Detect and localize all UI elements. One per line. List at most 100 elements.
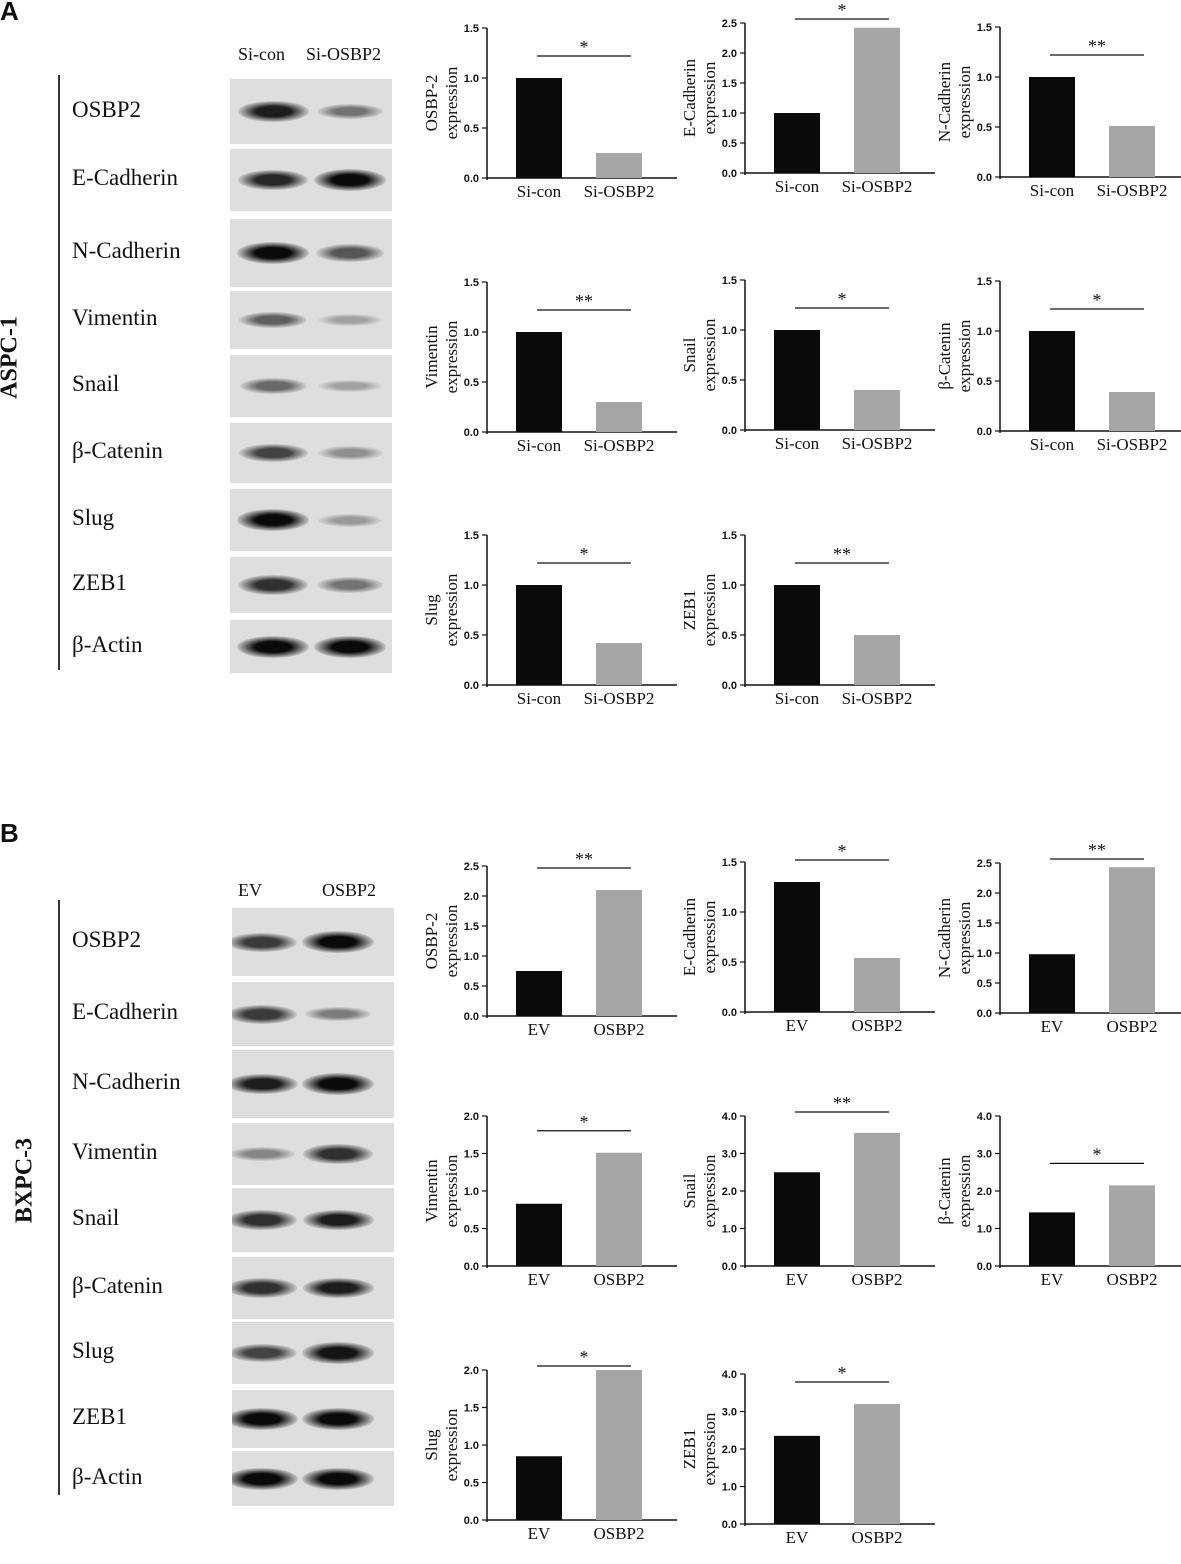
- x-category-label: OSBP2: [851, 1528, 902, 1547]
- y-tick-label: 0.5: [464, 981, 479, 993]
- y-tick-label: 2.0: [977, 888, 992, 900]
- significance-marker: *: [838, 0, 847, 20]
- bar-control: [774, 330, 820, 430]
- blot-band: [316, 103, 384, 120]
- bar-chart: 0.0 1.0 2.0 3.0 4.0 EV OSBP2 ** Snail expression: [680, 1093, 935, 1289]
- y-axis-label: Vimentin: [422, 1159, 441, 1223]
- y-tick-label: 1.5: [977, 22, 992, 34]
- y-tick-label: 1.0: [977, 1224, 992, 1236]
- bar-treatment: [854, 635, 900, 685]
- y-tick-label: 0.0: [722, 425, 737, 437]
- blot-band: [239, 378, 307, 394]
- blot-band: [316, 577, 384, 593]
- y-axis-label: expression: [700, 573, 719, 646]
- y-tick-label: 1.5: [464, 921, 479, 933]
- blot-row-label: N-Cadherin: [72, 238, 181, 263]
- blot-band: [302, 1277, 374, 1299]
- y-tick-label: 2.0: [722, 1186, 737, 1198]
- y-tick-label: 0.5: [464, 377, 479, 389]
- bar-chart: 0.0 0.5 1.0 1.5 2.0 2.5 EV OSBP2 ** OSBP-2 express…: [422, 849, 677, 1039]
- blot-band: [316, 244, 384, 262]
- blot-strip: [230, 219, 392, 287]
- y-axis-label: expression: [700, 1412, 719, 1485]
- significance-marker: *: [1093, 290, 1102, 310]
- blot-column-header-b-1: EV: [238, 880, 262, 900]
- significance-marker: *: [838, 289, 847, 309]
- bar-treatment: [854, 390, 900, 430]
- x-category-label: OSBP2: [593, 1020, 644, 1039]
- y-tick-label: 0.0: [722, 168, 737, 180]
- y-tick-label: 2.0: [464, 891, 479, 903]
- y-axis-label: Slug: [422, 1429, 441, 1461]
- y-axis-label: expression: [442, 1408, 461, 1481]
- y-tick-label: 4.0: [722, 1369, 737, 1381]
- y-tick-label: 2.0: [464, 1365, 479, 1377]
- blot-band: [305, 1006, 371, 1022]
- x-category-label: Si-OSBP2: [584, 436, 655, 455]
- bar-control: [516, 1203, 562, 1266]
- y-tick-label: 3.0: [722, 1149, 737, 1161]
- y-tick-label: 0.0: [722, 1519, 737, 1531]
- y-tick-label: 1.0: [722, 108, 737, 120]
- blot-row-label: Snail: [72, 1205, 120, 1230]
- y-tick-label: 4.0: [722, 1111, 737, 1123]
- blot-band: [237, 509, 309, 531]
- y-tick-label: 0.0: [977, 1008, 992, 1020]
- bar-chart: 0.0 0.5 1.0 1.5 Si-con Si-OSBP2 * OSBP-2 express…: [422, 23, 677, 201]
- y-tick-label: 1.0: [977, 72, 992, 84]
- blot-strip: [230, 423, 392, 483]
- x-category-label: Si-OSBP2: [584, 182, 655, 201]
- blot-strip: [232, 908, 394, 976]
- y-tick-label: 1.0: [464, 1186, 479, 1198]
- x-category-label: OSBP2: [593, 1524, 644, 1543]
- bar-treatment: [1109, 1185, 1155, 1266]
- bar-control: [774, 113, 820, 173]
- blot-strip: [230, 620, 392, 673]
- y-tick-label: 0.5: [977, 122, 992, 134]
- blot-column-header-b-2: OSBP2: [322, 880, 377, 900]
- bar-chart: 0.0 0.5 1.0 1.5 Si-con Si-OSBP2 ** ZEB1 expressi…: [680, 530, 935, 708]
- bar-chart: 0.0 0.5 1.0 1.5 Si-con Si-OSBP2 * β-Catenin expr…: [935, 276, 1181, 454]
- x-category-label: Si-con: [517, 436, 562, 455]
- blot-strip: [232, 1322, 394, 1384]
- y-axis-label: E-Cadherin: [680, 897, 699, 976]
- y-tick-label: 0.0: [722, 1007, 737, 1019]
- bar-chart: 0.0 1.0 2.0 3.0 4.0 EV OSBP2 * β-Catenin expressi…: [935, 1111, 1181, 1289]
- y-tick-label: 2.5: [722, 18, 737, 30]
- y-tick-label: 1.0: [464, 580, 479, 592]
- y-tick-label: 3.0: [977, 1149, 992, 1161]
- blot-row-label: Vimentin: [72, 1139, 158, 1164]
- y-tick-label: 3.0: [722, 1407, 737, 1419]
- significance-marker: **: [833, 544, 851, 564]
- bar-treatment: [596, 402, 642, 432]
- blot-row-label: ZEB1: [72, 570, 127, 595]
- y-axis-label: expression: [442, 904, 461, 977]
- significance-marker: **: [1088, 840, 1106, 860]
- blot-band: [239, 311, 307, 329]
- blot-band: [237, 242, 309, 264]
- x-category-label: OSBP2: [851, 1016, 902, 1035]
- blot-row-label: OSBP2: [72, 96, 142, 122]
- y-tick-label: 0.5: [722, 138, 737, 150]
- y-tick-label: 1.5: [722, 857, 737, 869]
- y-tick-label: 1.5: [464, 277, 479, 289]
- y-tick-label: 0.0: [977, 1261, 992, 1273]
- y-tick-label: 1.5: [722, 530, 737, 542]
- y-tick-label: 0.5: [977, 978, 992, 990]
- bar-treatment: [596, 643, 642, 685]
- blot-row-label: Vimentin: [72, 305, 158, 330]
- x-category-label: EV: [528, 1020, 551, 1039]
- bar-control: [516, 971, 562, 1016]
- y-tick-label: 0.0: [722, 1261, 737, 1273]
- blot-band: [232, 1146, 295, 1162]
- y-tick-label: 0.0: [464, 1011, 479, 1023]
- y-axis-label: expression: [955, 901, 974, 974]
- y-axis-label: N-Cadherin: [935, 61, 954, 142]
- y-tick-label: 1.5: [464, 530, 479, 542]
- bar-chart: 0.0 0.5 1.0 1.5 Si-con Si-OSBP2 * Slug expressio…: [422, 530, 677, 708]
- x-category-label: Si-con: [1030, 435, 1075, 454]
- y-axis-label: Snail: [680, 1173, 699, 1208]
- y-tick-label: 0.5: [722, 375, 737, 387]
- bar-control: [516, 585, 562, 685]
- significance-marker: *: [580, 37, 589, 57]
